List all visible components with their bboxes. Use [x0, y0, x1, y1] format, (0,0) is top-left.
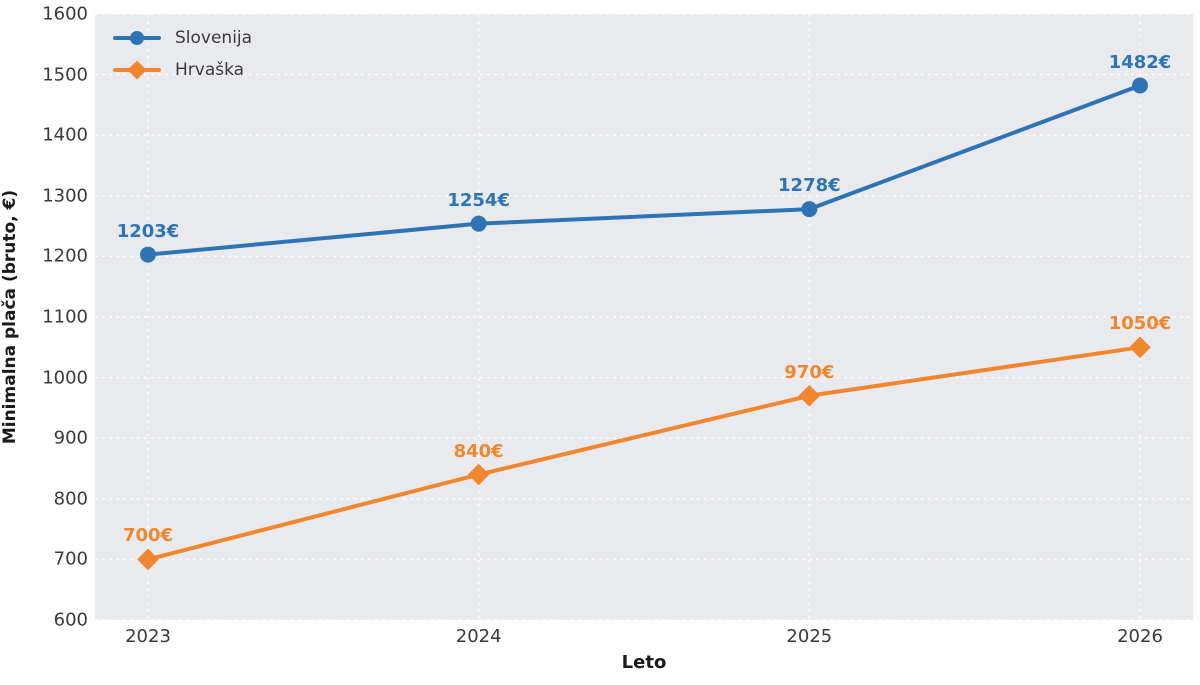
circle-marker [140, 246, 156, 263]
diamond-marker [467, 463, 490, 486]
series-line-hrvaška [146, 345, 1142, 562]
y-tick-label: 1300 [42, 185, 88, 207]
y-tick-label: 1500 [42, 64, 88, 86]
legend-label: Hrvaška [175, 60, 245, 80]
legend-marker-diamond-icon [113, 60, 161, 80]
diamond-marker [127, 60, 147, 80]
diamond-marker [137, 548, 159, 571]
y-tick-label: 900 [53, 427, 88, 449]
point-label: 1482€ [1108, 51, 1172, 73]
point-label: 840€ [453, 440, 504, 462]
diamond-marker [798, 384, 821, 407]
y-tick-label: 600 [53, 609, 88, 631]
y-tick-label: 1600 [42, 3, 88, 25]
y-tick-label: 1100 [42, 306, 88, 328]
legend-item-hrvaška: Hrvaška [113, 58, 252, 82]
legend-item-slovenija: Slovenija [113, 26, 252, 50]
circle-marker [801, 201, 818, 218]
x-tick-label: 2026 [1117, 626, 1163, 647]
y-tick-label: 700 [53, 548, 88, 570]
legend-marker-circle-icon [113, 31, 161, 45]
point-label: 1278€ [778, 175, 841, 197]
y-tick-label: 800 [53, 488, 88, 510]
circle-marker [1132, 77, 1148, 94]
x-tick-label: 2023 [125, 626, 171, 647]
diamond-marker [1129, 336, 1151, 359]
series-line-slovenija [146, 83, 1142, 257]
point-label: 970€ [784, 361, 835, 383]
x-axis-label: Leto [621, 652, 667, 673]
point-label: 1254€ [447, 189, 510, 211]
point-label: 700€ [122, 525, 174, 547]
point-label: 1203€ [116, 220, 180, 242]
legend: Slovenija Hrvaška [113, 26, 252, 82]
x-tick-label: 2025 [786, 626, 833, 647]
y-tick-label: 1000 [42, 367, 88, 389]
y-tick-label: 1400 [42, 124, 88, 146]
circle-marker [130, 31, 144, 45]
y-axis-label: Minimalna plača (bruto, €) [0, 189, 20, 445]
legend-label: Slovenija [175, 28, 253, 48]
circle-marker [470, 215, 487, 232]
x-tick-label: 2024 [455, 626, 502, 647]
y-tick-label: 1200 [42, 245, 88, 267]
point-label: 1050€ [1108, 313, 1172, 335]
